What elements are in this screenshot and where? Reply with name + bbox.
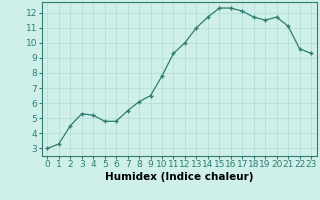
X-axis label: Humidex (Indice chaleur): Humidex (Indice chaleur): [105, 172, 253, 182]
